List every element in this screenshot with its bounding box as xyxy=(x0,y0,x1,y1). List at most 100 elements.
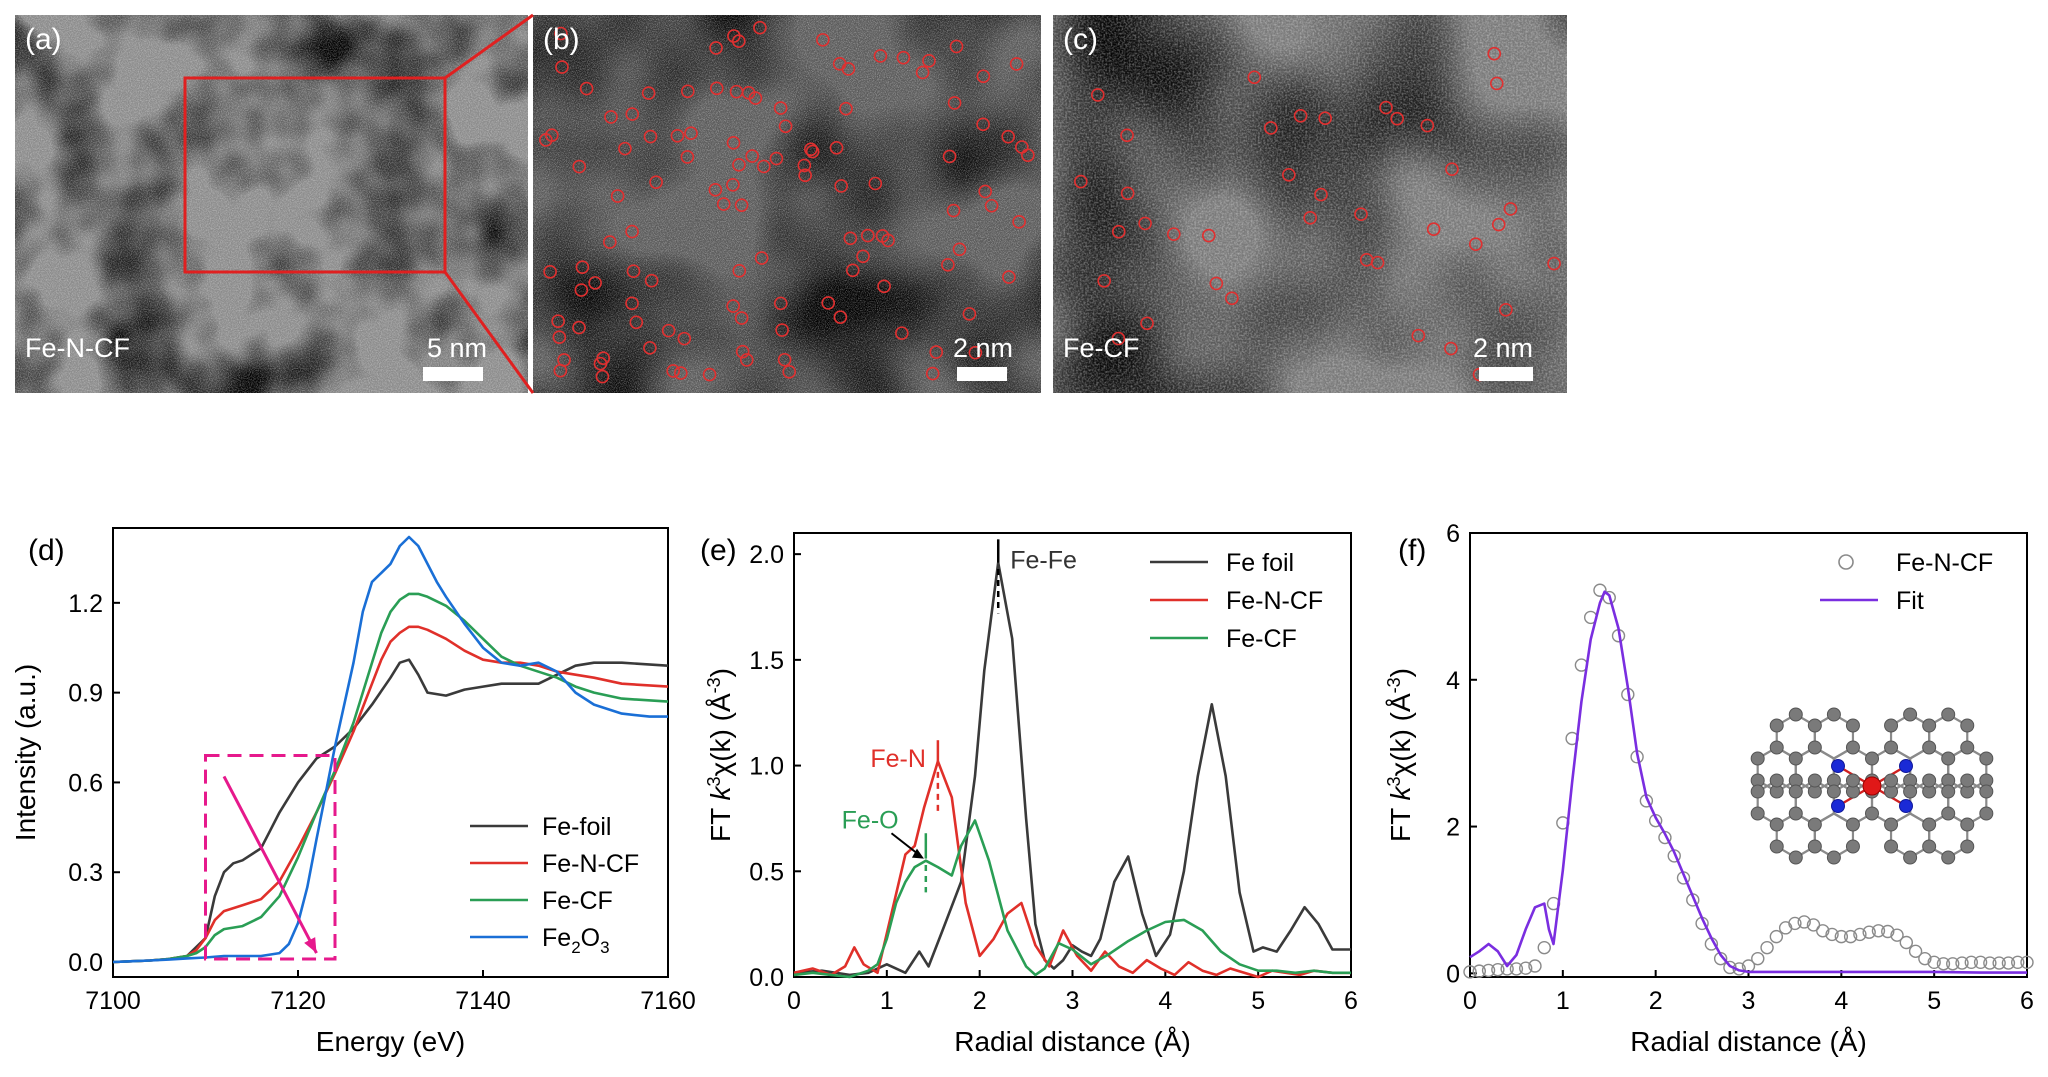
atom-marker xyxy=(595,369,610,384)
data-point xyxy=(1853,927,1867,942)
legend-label: Fit xyxy=(1896,587,1924,615)
panel-label-a: (a) xyxy=(25,23,62,56)
atom-marker xyxy=(798,168,812,183)
atom-marker xyxy=(1111,331,1126,346)
x-tick-label: 2 xyxy=(1649,987,1663,1015)
legend-label: Fe foil xyxy=(1226,549,1294,577)
atom-marker xyxy=(941,258,955,272)
atom-marker xyxy=(1491,217,1506,232)
data-point xyxy=(1806,918,1821,932)
atom-marker xyxy=(769,151,784,166)
atom-marker xyxy=(1468,237,1483,251)
x-tick-label: 3 xyxy=(1742,987,1756,1015)
x-tick-label: 1 xyxy=(1556,987,1570,1015)
atom-marker xyxy=(875,229,890,243)
atom-marker xyxy=(1264,121,1278,135)
carbon-atom xyxy=(1960,740,1975,755)
atom-marker xyxy=(816,33,830,47)
carbon-atom xyxy=(1845,718,1860,733)
atom-marker xyxy=(1445,162,1459,177)
carbon-atom xyxy=(1788,751,1803,766)
atom-marker xyxy=(629,315,644,330)
x-tick-label: 4 xyxy=(1834,987,1848,1015)
atom-marker xyxy=(588,276,602,290)
carbon-atom xyxy=(1941,707,1956,722)
atom-marker xyxy=(925,366,940,381)
plot-frame xyxy=(112,527,669,978)
carbon-atom xyxy=(1941,751,1956,766)
carbon-atom xyxy=(1865,806,1879,821)
carbon-atom xyxy=(1826,784,1841,799)
atom-markers-b xyxy=(539,20,1035,384)
atom-marker xyxy=(949,39,964,54)
atom-marker xyxy=(804,142,818,157)
atom-marker xyxy=(782,365,796,379)
data-point xyxy=(1843,929,1858,944)
x-axis-label: Radial distance (Å) xyxy=(954,1026,1191,1057)
atom-marker xyxy=(775,323,789,337)
x-axis-label: Energy (eV) xyxy=(316,1026,465,1057)
fe-n4-structure-inset xyxy=(1750,707,1994,865)
carbon-atom xyxy=(1769,718,1784,733)
atom-marker xyxy=(1489,76,1504,91)
data-point xyxy=(1593,583,1607,597)
carbon-atom xyxy=(1769,773,1784,788)
atom-marker xyxy=(726,299,740,313)
x-tick-label: 2 xyxy=(973,987,987,1015)
atom-marker xyxy=(734,311,749,325)
atom-marker xyxy=(1209,276,1224,291)
atom-marker xyxy=(1370,255,1385,270)
data-point xyxy=(1862,925,1876,939)
atom-marker xyxy=(843,231,858,246)
atom-marker xyxy=(1444,341,1458,356)
atom-marker xyxy=(709,81,724,96)
panel-label-e: (e) xyxy=(700,534,737,567)
carbon-atom xyxy=(1807,839,1822,854)
scale-bar-c xyxy=(1479,367,1533,381)
y-tick-label: 1.5 xyxy=(749,647,784,675)
atom-marker xyxy=(1120,128,1134,143)
y-tick-label: 0.9 xyxy=(68,680,103,708)
data-point xyxy=(1983,956,1997,970)
series-line xyxy=(112,592,669,964)
atom-marker xyxy=(643,129,658,144)
carbon-atom xyxy=(1922,718,1937,733)
atom-marker xyxy=(833,310,848,324)
panel-label-f: (f) xyxy=(1398,534,1426,567)
atom-marker xyxy=(915,65,930,80)
carbon-atom xyxy=(1979,806,1994,821)
atom-marker xyxy=(861,228,875,243)
nitrogen-atom xyxy=(1899,759,1913,773)
panel-label-c: (c) xyxy=(1063,23,1098,56)
carbon-atom xyxy=(1922,839,1937,854)
carbon-atom xyxy=(1826,707,1841,722)
carbon-atom xyxy=(1979,784,1994,799)
atom-marker xyxy=(1090,88,1105,102)
atom-marker xyxy=(1314,187,1328,202)
atom-marker xyxy=(1138,216,1152,231)
carbon-atom xyxy=(1845,740,1860,755)
trend-arrow xyxy=(222,775,318,954)
atom-marker xyxy=(962,307,977,321)
atom-marker xyxy=(976,117,990,132)
atom-marker xyxy=(773,296,788,311)
atom-marker xyxy=(797,158,812,173)
atom-marker xyxy=(777,352,792,367)
carbon-atom xyxy=(1807,817,1822,832)
data-point xyxy=(1463,965,1477,979)
atom-marker xyxy=(1097,274,1111,288)
data-point xyxy=(1518,961,1533,975)
atom-marker xyxy=(1487,46,1502,61)
atom-marker xyxy=(745,149,759,163)
carbon-atom xyxy=(1941,806,1956,821)
carbon-atom xyxy=(1788,806,1803,821)
panel-label-b: (b) xyxy=(543,23,580,56)
scale-bar-b xyxy=(957,367,1007,381)
atom-marker xyxy=(1303,210,1318,225)
iron-atom xyxy=(1862,776,1882,796)
legend-marker xyxy=(1838,554,1854,570)
series-line xyxy=(793,760,1351,979)
atom-marker xyxy=(641,86,656,100)
atom-marker xyxy=(778,119,793,134)
